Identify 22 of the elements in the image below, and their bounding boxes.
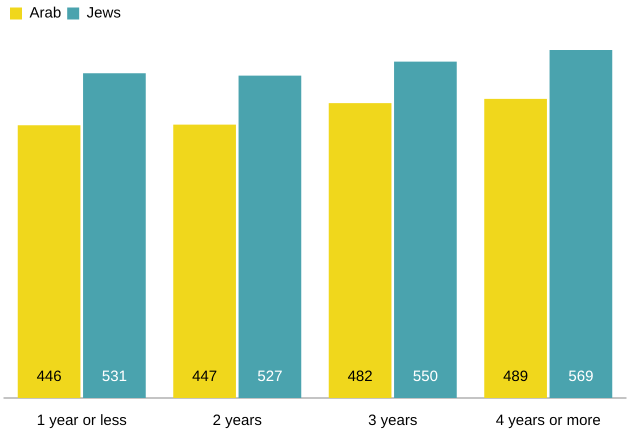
bar (83, 73, 146, 398)
x-tick-label: 2 years (212, 412, 262, 430)
data-label: 447 (192, 368, 218, 386)
legend-label: Jews (86, 4, 121, 22)
data-label: 482 (348, 368, 373, 386)
legend-label: Arab (30, 4, 62, 22)
data-label: 527 (257, 368, 282, 386)
data-label: 531 (102, 368, 127, 386)
data-label: 489 (503, 368, 528, 386)
data-label: 446 (36, 368, 62, 386)
x-tick-label: 4 years or more (496, 412, 601, 430)
bar (238, 76, 302, 398)
data-label: 550 (412, 368, 438, 386)
bar (394, 62, 457, 398)
bar (173, 124, 236, 398)
x-tick-label: 3 years (368, 412, 418, 430)
data-label: 569 (568, 368, 594, 386)
bar (328, 103, 392, 398)
x-tick-label: 1 year or less (36, 412, 127, 430)
bar (484, 98, 547, 398)
bar (550, 50, 612, 398)
bar (18, 125, 80, 398)
